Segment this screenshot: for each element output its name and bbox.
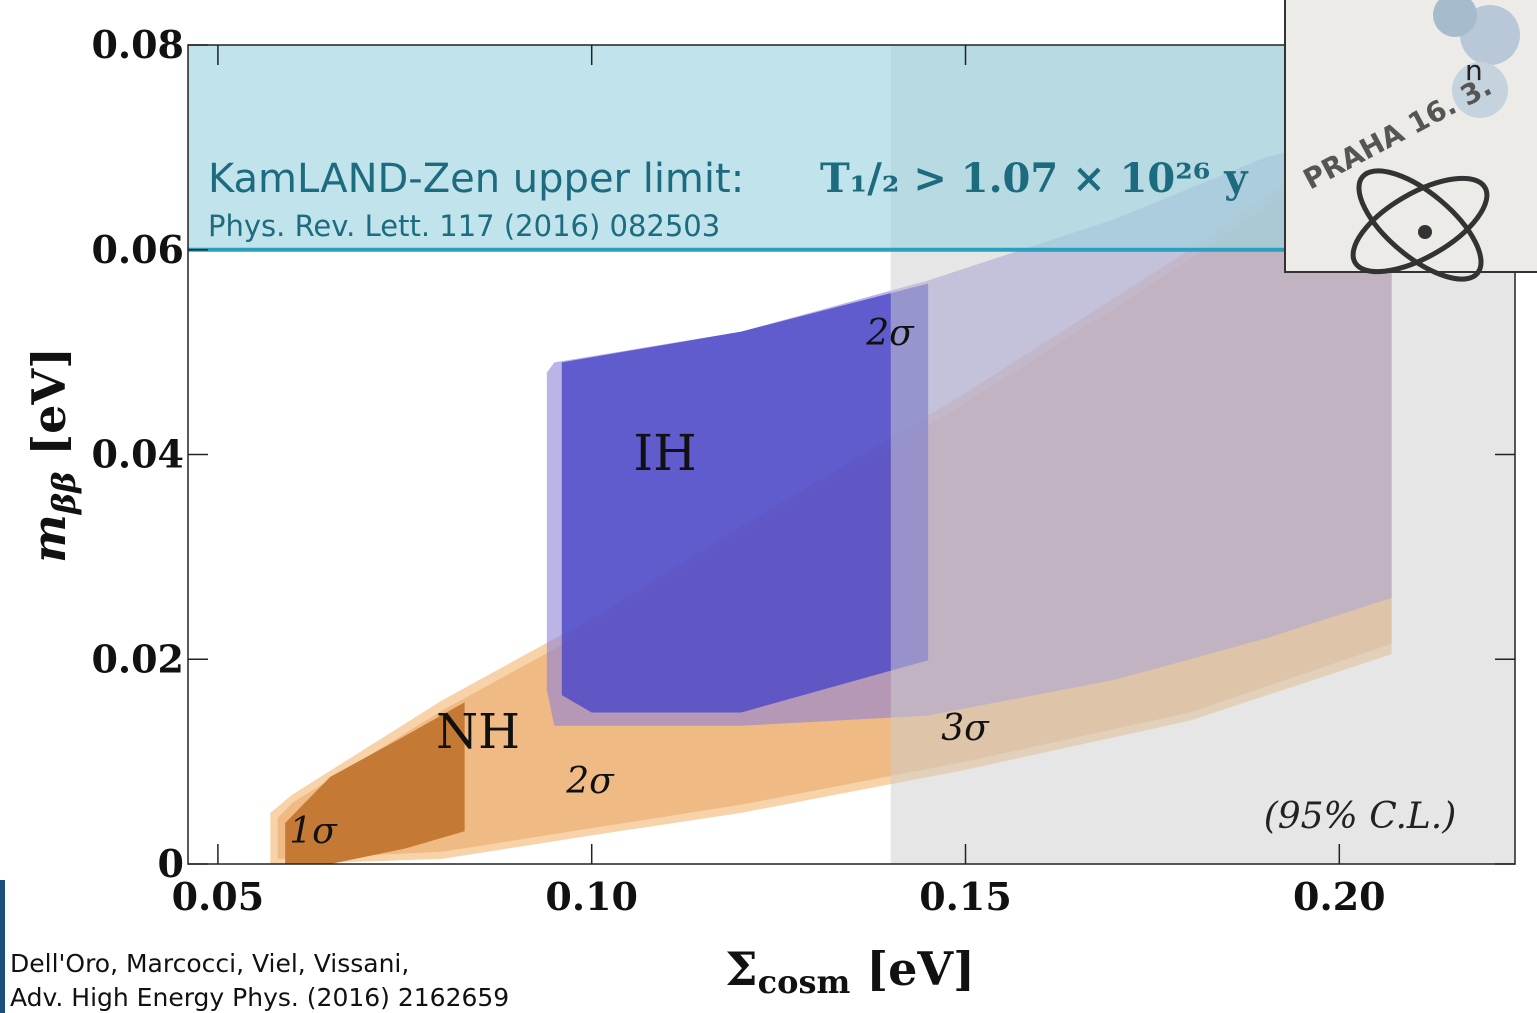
x-axis-subscript: cosm bbox=[758, 963, 851, 1001]
y-axis-label: mββ [eV] bbox=[22, 347, 83, 563]
stamp-nucleon bbox=[1433, 0, 1477, 37]
y-axis-subscript: ββ bbox=[45, 472, 83, 516]
y-tick-label: 0.08 bbox=[91, 22, 184, 67]
stamp-atom bbox=[1356, 168, 1484, 282]
y-tick-label: 0.06 bbox=[91, 227, 184, 272]
y-axis-symbol: m bbox=[22, 514, 76, 563]
x-tick-label: 0.05 bbox=[172, 874, 265, 919]
annotation: 2σ bbox=[865, 313, 915, 354]
kamland-label: KamLAND-Zen upper limit: bbox=[208, 156, 744, 202]
kamland-formula: T₁/₂ > 1.07 × 10²⁶ y bbox=[820, 155, 1249, 202]
annotation: NH bbox=[436, 704, 520, 760]
stamp-nucleon bbox=[1452, 62, 1508, 118]
plot-area bbox=[188, 44, 1515, 865]
x-axis-label: Σcosm [eV] bbox=[725, 942, 975, 1001]
y-tick-label: 0 bbox=[158, 841, 184, 886]
annotation: 3σ bbox=[941, 708, 990, 749]
y-tick-label: 0.04 bbox=[91, 432, 184, 477]
stamp-label: n bbox=[1465, 54, 1483, 87]
labels: IH NH 1σ 2σ 2σ 3σ (95% C.L.) KamLAND-Zen… bbox=[10, 155, 1456, 1012]
stamp-atom-core bbox=[1418, 225, 1432, 239]
x-tick-label: 0.20 bbox=[1293, 874, 1386, 919]
slide-edge bbox=[0, 880, 5, 1013]
kamland-reference: Phys. Rev. Lett. 117 (2016) 082503 bbox=[208, 209, 720, 243]
citation: Adv. High Energy Phys. (2016) 2162659 bbox=[10, 983, 509, 1012]
x-tick-label: 0.15 bbox=[919, 874, 1012, 919]
band bbox=[285, 702, 465, 864]
annotation: (95% C.L.) bbox=[1264, 796, 1457, 837]
stamp: PRAHA 16. 3. n bbox=[1284, 0, 1537, 282]
stamp-atom bbox=[1350, 175, 1490, 275]
band bbox=[561, 283, 929, 713]
annotation: IH bbox=[633, 424, 696, 482]
annotation: 2σ bbox=[565, 761, 615, 802]
y-axis-unit: [eV] bbox=[22, 347, 76, 472]
plot-frame bbox=[187, 44, 1516, 865]
y-tick-label: 0.02 bbox=[91, 636, 184, 681]
citation: Dell'Oro, Marcocci, Viel, Vissani, bbox=[10, 949, 409, 978]
x-tick-label: 0.10 bbox=[545, 874, 638, 919]
annotation: 1σ bbox=[289, 811, 338, 852]
x-axis-symbol: Σ bbox=[725, 942, 758, 996]
x-axis-unit: [eV] bbox=[850, 942, 975, 996]
